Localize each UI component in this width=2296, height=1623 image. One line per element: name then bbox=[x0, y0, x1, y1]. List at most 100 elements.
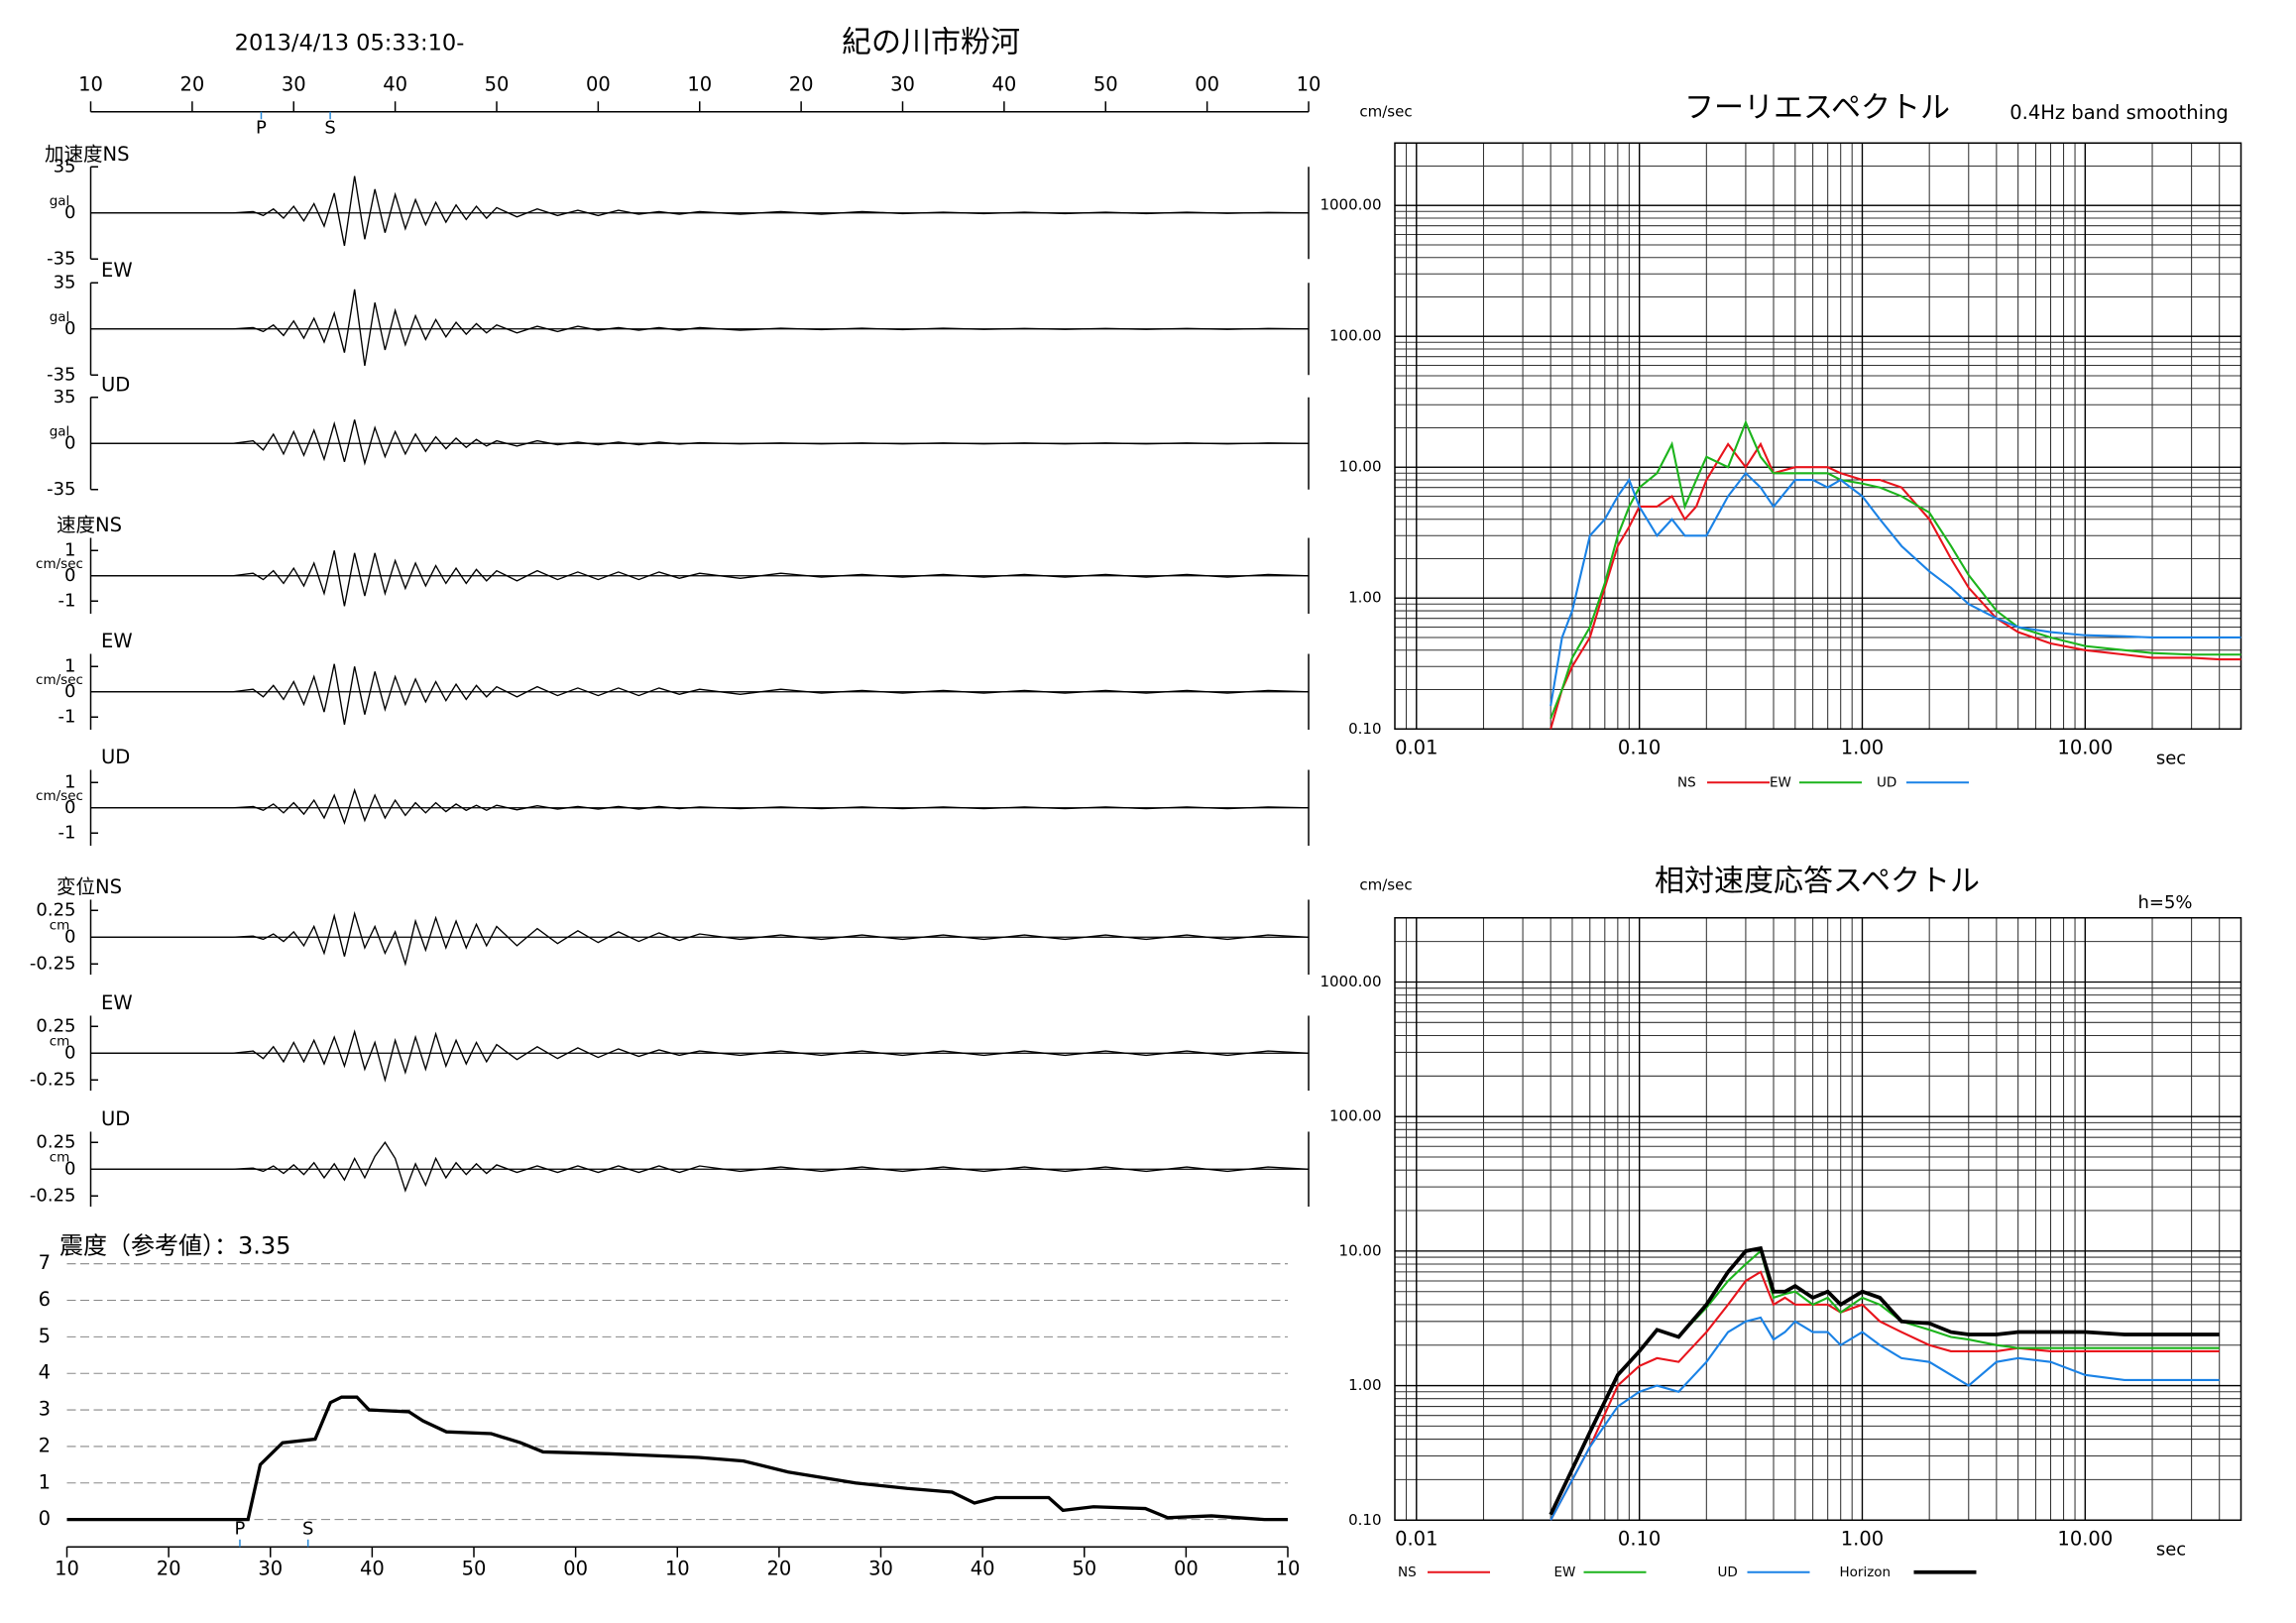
y-tick-label: 7 bbox=[39, 1251, 51, 1274]
y-tick-label: -0.25 bbox=[30, 1185, 76, 1206]
waveform bbox=[90, 550, 1310, 607]
y-tick-label: 35 bbox=[54, 156, 76, 176]
panel-label: EW bbox=[101, 630, 133, 652]
x-tick-label: 1.00 bbox=[1841, 736, 1884, 758]
y-tick-label: 4 bbox=[39, 1361, 51, 1384]
x-tick-label: 0.01 bbox=[1395, 736, 1437, 758]
waveform bbox=[90, 787, 1310, 826]
waveform bbox=[90, 1029, 1310, 1083]
y-tick-label: 100.00 bbox=[1329, 327, 1382, 345]
y-tick-label: 35 bbox=[54, 272, 76, 292]
x-tick-label: 20 bbox=[157, 1557, 181, 1579]
panel-unit: cm bbox=[50, 917, 70, 933]
y-tick-label: 0.25 bbox=[36, 1131, 75, 1152]
y-tick-label: 0 bbox=[64, 797, 75, 818]
chart-title: フーリエスペクトル bbox=[1684, 90, 1950, 125]
y-tick-label: -1 bbox=[58, 706, 76, 727]
y-tick-label: 2 bbox=[39, 1434, 51, 1456]
x-tick-label: 00 bbox=[1195, 72, 1219, 95]
panel-unit: gal bbox=[50, 423, 70, 439]
legend-label: UD bbox=[1877, 774, 1896, 790]
y-tick-label: 1 bbox=[64, 655, 75, 676]
panel-label: UD bbox=[101, 373, 130, 396]
waveform bbox=[90, 419, 1310, 466]
panel-label: 変位NS bbox=[57, 875, 122, 898]
legend-label: UD bbox=[1718, 1565, 1738, 1580]
chart-title: 震度（参考値）：3.35 bbox=[59, 1231, 290, 1259]
x-tick-label: 10 bbox=[78, 72, 103, 95]
panel-unit: cm/sec bbox=[36, 672, 83, 688]
y-tick-label: 1000.00 bbox=[1320, 196, 1381, 214]
phase-label: S bbox=[302, 1518, 313, 1539]
spectrum-line bbox=[1549, 1245, 2220, 1516]
x-tick-label: 40 bbox=[971, 1557, 995, 1579]
waveform bbox=[90, 663, 1310, 726]
x-axis-label: sec bbox=[2156, 1539, 2186, 1560]
panel-unit: gal bbox=[50, 193, 70, 209]
legend-label: EW bbox=[1770, 774, 1791, 790]
x-tick-label: 10 bbox=[665, 1557, 690, 1579]
x-tick-label: 30 bbox=[890, 72, 915, 95]
panel-unit: cm bbox=[50, 1033, 70, 1049]
y-tick-label: 1.00 bbox=[1348, 1376, 1381, 1394]
panel-unit: cm bbox=[50, 1149, 70, 1165]
x-tick-label: 0.10 bbox=[1618, 1527, 1661, 1550]
x-tick-label: 10 bbox=[1297, 72, 1321, 95]
panel-unit: cm/sec bbox=[36, 788, 83, 804]
x-tick-label: 20 bbox=[789, 72, 814, 95]
waveform bbox=[90, 1141, 1310, 1193]
spectrum-line bbox=[1550, 419, 2241, 720]
chart-subtitle: 0.4Hz band smoothing bbox=[2009, 101, 2229, 124]
x-tick-label: 1.00 bbox=[1841, 1527, 1884, 1550]
x-tick-label: 50 bbox=[1072, 1557, 1096, 1579]
y-tick-label: 1 bbox=[39, 1470, 51, 1493]
x-tick-label: 30 bbox=[258, 1557, 283, 1579]
y-tick-label: 0.25 bbox=[36, 899, 75, 920]
y-tick-label: -1 bbox=[58, 590, 76, 611]
spectrum-line bbox=[1550, 1316, 2220, 1521]
y-tick-label: 1 bbox=[64, 539, 75, 560]
panel-label: 加速度NS bbox=[45, 143, 129, 166]
waveform bbox=[90, 910, 1310, 967]
y-tick-label: 10.00 bbox=[1339, 1241, 1382, 1259]
y-tick-label: -0.25 bbox=[30, 953, 76, 974]
x-tick-label: 40 bbox=[360, 1557, 385, 1579]
y-tick-label: 0 bbox=[64, 432, 75, 453]
y-tick-label: -35 bbox=[47, 479, 75, 500]
y-tick-label: 100.00 bbox=[1329, 1107, 1382, 1125]
y-tick-label: 0 bbox=[64, 681, 75, 702]
x-tick-label: 50 bbox=[462, 1557, 487, 1579]
y-tick-label: -1 bbox=[58, 822, 76, 843]
x-tick-label: 20 bbox=[766, 1557, 791, 1579]
panel-label: UD bbox=[101, 1107, 130, 1130]
waveform bbox=[90, 175, 1310, 247]
x-tick-label: 30 bbox=[868, 1557, 893, 1579]
x-axis-label: sec bbox=[2156, 748, 2186, 768]
y-tick-label: 0 bbox=[64, 1042, 75, 1063]
intensity-line bbox=[66, 1395, 1288, 1522]
y-tick-label: 0.25 bbox=[36, 1015, 75, 1036]
x-tick-label: 30 bbox=[282, 72, 306, 95]
x-tick-label: 40 bbox=[383, 72, 407, 95]
x-tick-label: 0.01 bbox=[1395, 1527, 1437, 1550]
y-tick-label: 0 bbox=[64, 1158, 75, 1179]
y-tick-label: 10.00 bbox=[1339, 458, 1382, 476]
y-tick-label: 0.10 bbox=[1348, 720, 1381, 738]
panel-unit: gal bbox=[50, 309, 70, 325]
y-tick-label: 6 bbox=[39, 1288, 51, 1311]
x-tick-label: 00 bbox=[563, 1557, 588, 1579]
y-tick-label: 0 bbox=[39, 1507, 51, 1530]
y-tick-label: 0 bbox=[64, 202, 75, 223]
y-tick-label: -0.25 bbox=[30, 1069, 76, 1090]
x-tick-label: 0.10 bbox=[1618, 736, 1661, 758]
chart-title: 紀の川市粉河 bbox=[842, 25, 1020, 59]
y-tick-label: 1000.00 bbox=[1320, 973, 1381, 990]
legend-label: NS bbox=[1677, 774, 1696, 790]
y-tick-label: 3 bbox=[39, 1398, 51, 1421]
phase-label: P bbox=[235, 1518, 246, 1539]
x-tick-label: 10.00 bbox=[2057, 1527, 2113, 1550]
chart-subtitle: 2013/4/13 05:33:10- bbox=[235, 30, 465, 56]
panel-label: EW bbox=[101, 259, 133, 282]
x-tick-label: 50 bbox=[485, 72, 510, 95]
